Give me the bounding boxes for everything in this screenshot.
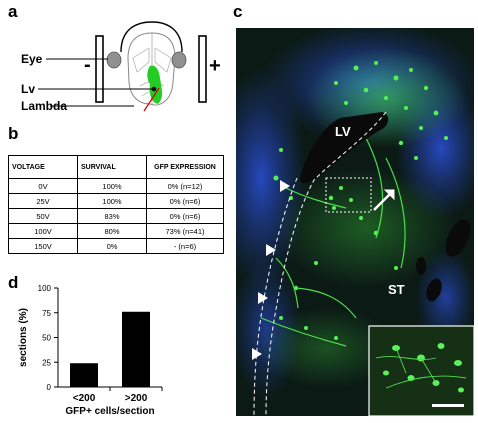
positive-electrode-sign: +	[209, 55, 221, 77]
lateral-ventricle-label: LV	[335, 124, 351, 139]
bar	[70, 363, 98, 387]
right-eye	[171, 51, 187, 69]
cell-survival: 0%	[77, 238, 147, 254]
table-row: 0V 100% 0% (n=12)	[8, 178, 224, 194]
arrowhead	[258, 292, 268, 304]
left-eye	[106, 51, 122, 69]
negative-electrode-sign: -	[84, 54, 91, 76]
fluorescence-micrograph: LV ST	[216, 23, 478, 417]
x-tick-label: >200	[125, 393, 148, 404]
header-voltage: VOLTAGE	[8, 155, 78, 179]
dapi-region	[416, 248, 476, 348]
brain-ventricle-left	[132, 47, 150, 73]
eye-label: Eye	[21, 52, 43, 66]
cell-survival: 100%	[77, 193, 147, 209]
panel-letter-a: a	[8, 2, 18, 21]
header-gfp-expression: GFP EXPRESSION	[146, 155, 224, 179]
gfp-fibers	[260, 137, 406, 347]
table-row: 50V 83% 0% (n=6)	[8, 208, 224, 224]
cell-gfp: - (n=6)	[146, 238, 224, 254]
panel-letter-c: c	[233, 2, 243, 21]
magnified-inset	[368, 325, 475, 417]
white-arrow	[373, 189, 395, 211]
cell-gfp: 0% (n=6)	[146, 193, 224, 209]
y-tick-label: 0	[47, 383, 52, 392]
y-axis-title: sections (%)	[18, 308, 29, 367]
cell-voltage: 25V	[8, 193, 78, 209]
lambda-label: Lambda	[21, 99, 68, 113]
dark-vessel	[416, 257, 426, 275]
y-tick-label: 75	[42, 309, 51, 318]
arrowhead	[280, 180, 290, 192]
left-electrode	[95, 35, 104, 103]
cell-gfp: 0% (n=12)	[146, 178, 224, 194]
lateral-ventricle	[300, 112, 389, 184]
scale-bar	[432, 404, 464, 407]
gfp-glow	[256, 308, 396, 388]
arrowhead	[252, 348, 262, 360]
gfp-injection-region	[147, 65, 162, 104]
panel-letter-d: d	[8, 273, 19, 292]
arrowhead	[266, 244, 276, 256]
y-tick-label: 25	[42, 358, 51, 367]
table-row: 100V 80% 73% (n=41)	[8, 223, 224, 239]
arrowheads	[252, 180, 290, 360]
head-outline	[120, 21, 183, 53]
cell-survival: 100%	[77, 178, 147, 194]
injection-needle	[143, 87, 160, 112]
y-tick-label: 50	[42, 334, 51, 343]
y-tick-label: 100	[38, 284, 52, 293]
header-survival: SURVIVAL	[77, 155, 147, 179]
electroporation-schematic	[38, 21, 207, 112]
cell-voltage: 50V	[8, 208, 78, 224]
gfp-glow	[276, 168, 456, 288]
cell-voltage: 150V	[8, 238, 78, 254]
injection-dot	[151, 86, 157, 92]
table-row: 150V 0% - (n=6)	[8, 238, 224, 254]
cell-voltage: 100V	[8, 223, 78, 239]
micrograph-image	[216, 23, 478, 417]
brain-ventricle-right	[154, 47, 172, 73]
striatum-label: ST	[388, 282, 405, 297]
cell-survival: 80%	[77, 223, 147, 239]
dark-vessel	[445, 219, 471, 257]
cell-voltage: 0V	[8, 178, 78, 194]
panel-letter-b: b	[8, 124, 19, 143]
right-electrode	[198, 35, 207, 103]
cell-survival: 83%	[77, 208, 147, 224]
bar	[122, 311, 150, 387]
dotted-roi-box	[325, 177, 372, 213]
dashed-outline-left	[253, 177, 298, 417]
x-tick-label: <200	[73, 393, 96, 404]
dashed-outline-right	[265, 111, 387, 417]
gfp-cells	[273, 61, 448, 340]
voltage-table: VOLTAGE SURVIVAL GFP EXPRESSION 0V 100% …	[8, 155, 224, 254]
dark-vessel	[426, 278, 442, 302]
table-header-row: VOLTAGE SURVIVAL GFP EXPRESSION	[8, 155, 224, 179]
gfp-cells-bar-chart: 0 25 50 75 100 <200 >200 sections (%) GFP+ cells…	[18, 284, 163, 417]
lv-label: Lv	[21, 82, 36, 96]
table-row: 25V 100% 0% (n=6)	[8, 193, 224, 209]
cell-gfp: 0% (n=6)	[146, 208, 224, 224]
cell-gfp: 73% (n=41)	[146, 223, 224, 239]
x-axis-title: GFP+ cells/section	[65, 406, 154, 417]
